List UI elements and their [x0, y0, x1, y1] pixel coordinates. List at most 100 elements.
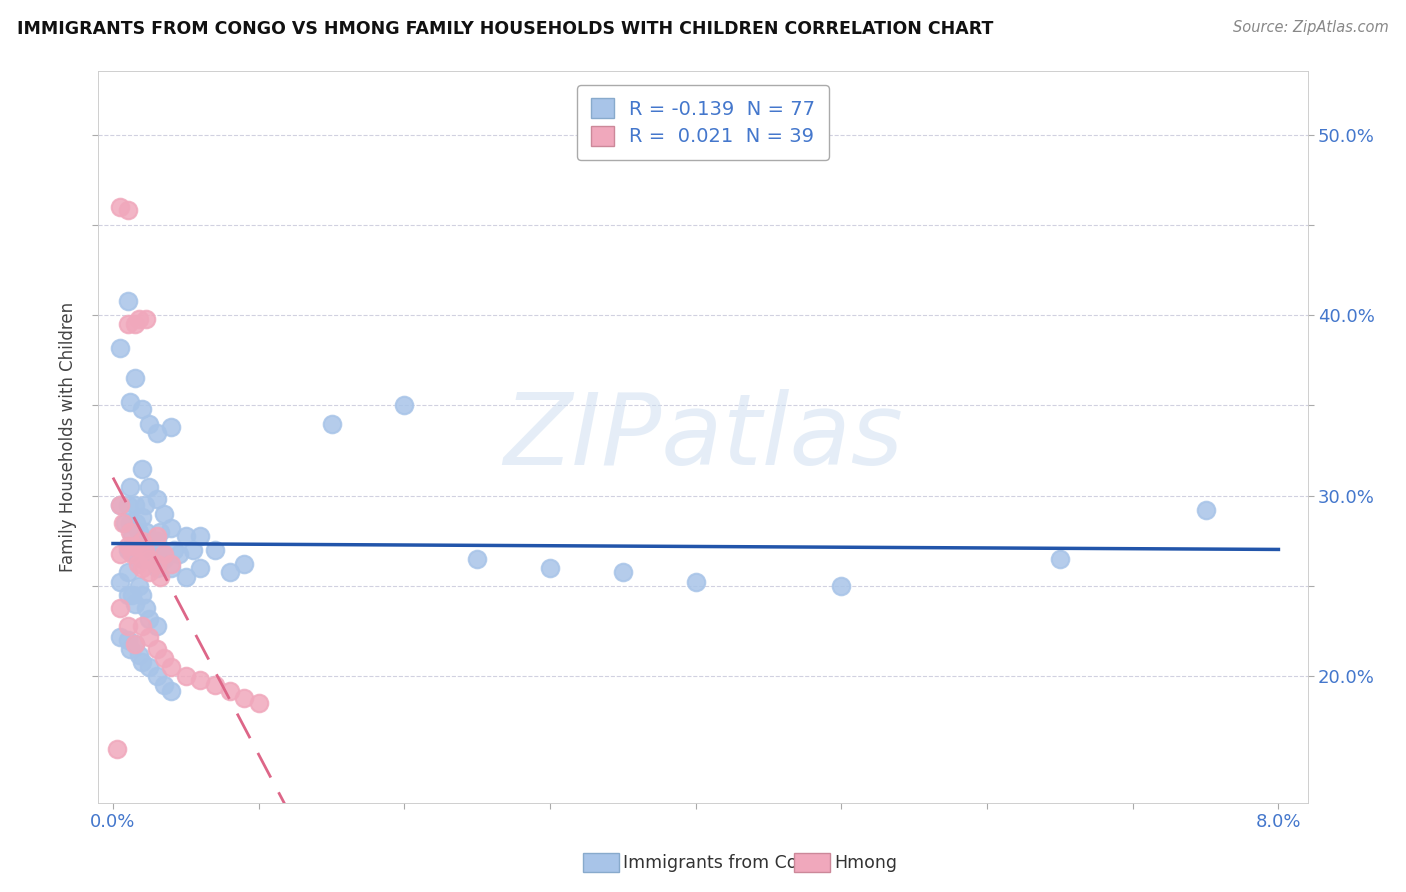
- Point: [134, 539, 156, 553]
- Point: [124, 547, 146, 561]
- Text: Source: ZipAtlas.com: Source: ZipAtlas.com: [1233, 20, 1389, 35]
- Point: [160, 558, 183, 572]
- Point: [131, 655, 153, 669]
- Point: [149, 570, 172, 584]
- Point: [160, 521, 183, 535]
- Point: [163, 543, 186, 558]
- Point: [131, 619, 153, 633]
- Point: [128, 579, 150, 593]
- Point: [181, 543, 204, 558]
- Point: [233, 691, 256, 706]
- Point: [134, 498, 156, 512]
- Point: [145, 558, 167, 572]
- Point: [105, 741, 128, 756]
- Point: [117, 543, 139, 558]
- Point: [153, 507, 176, 521]
- Point: [117, 317, 139, 331]
- Point: [114, 516, 136, 530]
- Legend: R = -0.139  N = 77, R =  0.021  N = 39: R = -0.139 N = 77, R = 0.021 N = 39: [576, 85, 830, 160]
- Point: [110, 575, 132, 590]
- Point: [110, 498, 132, 512]
- Point: [1049, 552, 1071, 566]
- Point: [131, 552, 153, 566]
- Point: [138, 660, 160, 674]
- Point: [538, 561, 561, 575]
- Point: [204, 678, 226, 692]
- Point: [121, 528, 143, 542]
- Point: [174, 669, 197, 683]
- Point: [120, 524, 142, 539]
- Point: [138, 480, 160, 494]
- Point: [110, 630, 132, 644]
- Point: [131, 461, 153, 475]
- Point: [138, 552, 160, 566]
- Point: [117, 619, 139, 633]
- Point: [218, 683, 240, 698]
- Point: [124, 597, 146, 611]
- Point: [145, 528, 167, 542]
- Point: [160, 561, 183, 575]
- Point: [145, 561, 167, 575]
- Point: [120, 516, 142, 530]
- Point: [120, 395, 142, 409]
- Point: [110, 547, 132, 561]
- Point: [127, 539, 149, 553]
- Point: [124, 539, 146, 553]
- Text: ZIPatlas: ZIPatlas: [503, 389, 903, 485]
- Point: [145, 533, 167, 548]
- Point: [145, 642, 167, 657]
- Point: [145, 619, 167, 633]
- Point: [174, 528, 197, 542]
- Point: [117, 498, 139, 512]
- Point: [131, 533, 153, 548]
- Point: [145, 425, 167, 440]
- Point: [190, 673, 212, 687]
- Point: [465, 552, 488, 566]
- Point: [160, 683, 183, 698]
- Point: [110, 341, 132, 355]
- Point: [204, 543, 226, 558]
- Point: [153, 678, 176, 692]
- Point: [138, 611, 160, 625]
- Point: [117, 539, 139, 553]
- Point: [218, 565, 240, 579]
- Point: [124, 317, 146, 331]
- Point: [117, 203, 139, 218]
- Point: [110, 200, 132, 214]
- Point: [141, 533, 163, 548]
- Point: [125, 516, 148, 530]
- Point: [174, 570, 197, 584]
- Point: [233, 558, 256, 572]
- Point: [153, 651, 176, 665]
- Point: [135, 524, 157, 539]
- Point: [117, 565, 139, 579]
- Point: [134, 543, 156, 558]
- Text: Immigrants from Congo: Immigrants from Congo: [623, 854, 830, 871]
- Point: [685, 575, 707, 590]
- Point: [117, 633, 139, 648]
- Point: [1194, 503, 1216, 517]
- Point: [112, 516, 135, 530]
- Text: IMMIGRANTS FROM CONGO VS HMONG FAMILY HOUSEHOLDS WITH CHILDREN CORRELATION CHART: IMMIGRANTS FROM CONGO VS HMONG FAMILY HO…: [17, 20, 993, 37]
- Point: [190, 561, 212, 575]
- Point: [120, 642, 142, 657]
- Point: [131, 561, 153, 575]
- Point: [131, 402, 153, 417]
- Point: [830, 579, 852, 593]
- Point: [149, 524, 172, 539]
- Point: [128, 524, 150, 539]
- Point: [124, 371, 146, 385]
- Point: [153, 547, 176, 561]
- Point: [138, 417, 160, 431]
- Point: [145, 669, 167, 683]
- Point: [124, 498, 146, 512]
- Point: [110, 498, 132, 512]
- Point: [145, 492, 167, 507]
- Point: [120, 480, 142, 494]
- Point: [247, 697, 270, 711]
- Point: [131, 588, 153, 602]
- Point: [394, 399, 416, 413]
- Point: [135, 311, 157, 326]
- Point: [612, 565, 634, 579]
- Point: [167, 547, 190, 561]
